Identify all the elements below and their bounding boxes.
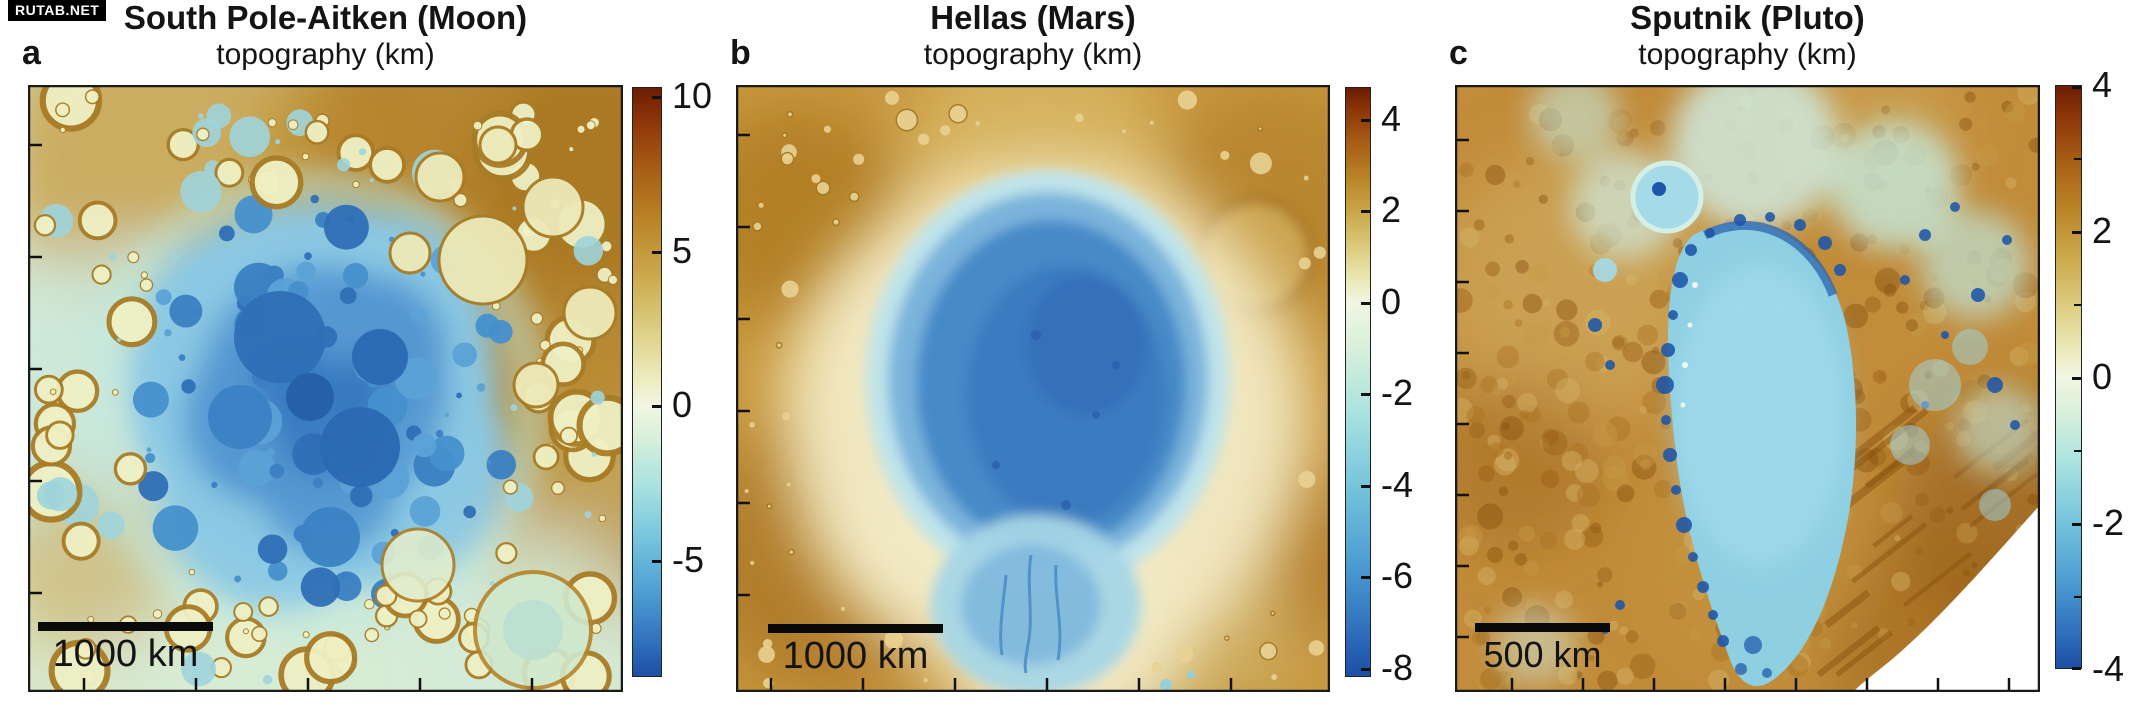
colorbar-tick xyxy=(1361,210,1370,214)
colorbar-a xyxy=(632,87,662,677)
panel-letter-a: a xyxy=(22,34,41,72)
colorbar-tick-label: -6 xyxy=(1381,555,1414,597)
scale-bar-label-b: 1000 km xyxy=(782,635,929,677)
colorbar-title-a: topography (km) xyxy=(216,38,435,71)
no-data-wedge xyxy=(1853,505,2040,692)
panel-title-a: South Pole-Aitken (Moon) xyxy=(123,0,528,36)
colorbar-minor-tick xyxy=(2074,304,2081,306)
colorbar-title-b: topography (km) xyxy=(923,38,1143,71)
colorbar-c xyxy=(2055,85,2082,670)
map-ticks xyxy=(1457,138,2011,690)
map-ticks xyxy=(30,143,534,690)
map-border xyxy=(736,85,1330,692)
map-ticks xyxy=(738,133,1233,690)
colorbar-tick-label: 0 xyxy=(2092,356,2113,397)
colorbar-tick-label: -8 xyxy=(1381,646,1414,688)
watermark-badge: RUTAB.NET xyxy=(8,0,107,21)
panel-title-c: Sputnik (Pluto) xyxy=(1630,0,1865,36)
panel-title-b: Hellas (Mars) xyxy=(930,0,1136,36)
scale-bar-label-a: 1000 km xyxy=(52,633,199,675)
colorbar-labels-c: 4 2 0 -2 -4 xyxy=(2092,65,2145,689)
colorbar-tick-label: 10 xyxy=(672,75,713,117)
colorbar-tick xyxy=(1361,484,1370,488)
colorbar-b xyxy=(1345,87,1371,677)
topography-map-mars xyxy=(736,85,1330,692)
colorbar-tick-label: 4 xyxy=(1381,98,1402,139)
colorbar-tick-label: 0 xyxy=(1381,280,1402,322)
colorbar-tick xyxy=(1361,667,1370,671)
colorbar-labels-b: 4 2 0 -2 -4 -6 -8 xyxy=(1381,87,1473,688)
colorbar-tick-label: 5 xyxy=(672,229,693,271)
colorbar-tick xyxy=(652,250,661,254)
colorbar-title-c: topography (km) xyxy=(1638,38,1857,71)
panel-letter-c: c xyxy=(1449,34,1468,72)
colorbar-tick-label: -2 xyxy=(2092,502,2125,543)
colorbar-tick xyxy=(652,96,661,100)
colorbar-tick xyxy=(2072,523,2081,526)
colorbar-minor-tick xyxy=(2074,450,2081,452)
colorbar-tick xyxy=(652,405,661,409)
colorbar-tick xyxy=(652,559,661,563)
colorbar-tick xyxy=(1361,576,1370,580)
colorbar-tick xyxy=(1361,119,1370,122)
colorbar-tick-label: 2 xyxy=(2092,210,2113,251)
colorbar-labels-a: 10 5 0 -5 xyxy=(672,76,764,677)
colorbar-tick xyxy=(2072,667,2081,670)
colorbar-tick-label: -5 xyxy=(672,538,705,580)
colorbar-tick-label: 2 xyxy=(1381,189,1402,231)
map-border xyxy=(28,85,623,692)
colorbar-tick-label: -4 xyxy=(2092,648,2125,689)
colorbar-tick-label: 0 xyxy=(672,384,693,426)
colorbar-tick xyxy=(1361,393,1370,397)
scale-bar-c xyxy=(1475,623,1610,632)
colorbar-tick-label: 4 xyxy=(2092,64,2113,105)
scale-bar-label-c: 500 km xyxy=(1483,634,1602,675)
colorbar-tick xyxy=(1361,301,1370,305)
scale-bar-b xyxy=(768,624,943,633)
colorbar-tick-label: -2 xyxy=(1381,372,1414,414)
panel-letter-b: b xyxy=(730,34,751,72)
map-border xyxy=(1455,85,2040,692)
colorbar-tick xyxy=(2072,86,2081,89)
colorbar-minor-tick xyxy=(2074,596,2081,598)
topography-map-pluto xyxy=(1455,85,2040,692)
scale-bar-a xyxy=(38,622,213,631)
colorbar-tick-label: -4 xyxy=(1381,463,1414,505)
colorbar-tick xyxy=(2072,231,2081,234)
colorbar-minor-tick xyxy=(2074,158,2081,160)
topography-map-moon xyxy=(28,85,623,692)
colorbar-tick xyxy=(2072,377,2081,380)
